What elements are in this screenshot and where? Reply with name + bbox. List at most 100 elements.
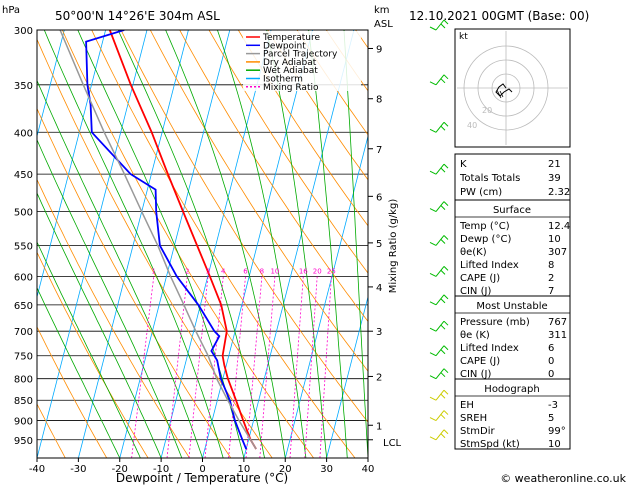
legend-entry: Wet Adiabat xyxy=(263,66,318,76)
mixing-ratio-line xyxy=(319,276,332,458)
index-value: 39 xyxy=(548,173,561,184)
dry-adiabat-line xyxy=(237,30,368,227)
temperature-tick-label: -30 xyxy=(70,464,86,475)
wet-adiabat-line xyxy=(343,30,368,458)
dry-adiabat-line xyxy=(37,38,273,458)
panel-row-label: EH xyxy=(460,400,474,411)
pressure-tick-label: 650 xyxy=(14,301,33,312)
mixing-ratio-label: 16 xyxy=(299,267,308,275)
isotherm-line xyxy=(37,30,148,458)
panel-row-label: CAPE (J) xyxy=(460,356,500,367)
height-km-axis: 1 2 3 4 5 6 7 8 9 xyxy=(368,44,382,441)
wet-adiabat-line xyxy=(117,30,265,458)
mixing-ratio-label: 6 xyxy=(243,267,248,275)
dry-adiabat-line xyxy=(179,30,368,323)
pressure-tick-label: 750 xyxy=(14,352,33,363)
pressure-tick-label: 500 xyxy=(14,208,33,219)
wind-barb xyxy=(429,410,449,421)
dry-adiabat-line xyxy=(208,30,368,274)
km-label: km xyxy=(374,5,390,16)
dry-adiabat-line xyxy=(37,251,149,458)
background-lines xyxy=(37,30,629,458)
index-value: 2.32 xyxy=(548,187,570,198)
dry-adiabat-line xyxy=(120,30,368,423)
wet-adiabat-line xyxy=(37,79,203,458)
mixing-ratio-label: 8 xyxy=(260,267,264,275)
panel-row-label: CIN (J) xyxy=(460,286,491,297)
temperature-tick-label: -40 xyxy=(29,464,45,475)
dry-adiabat-line xyxy=(37,403,66,458)
dry-adiabat-line xyxy=(561,30,629,458)
wind-barb xyxy=(429,345,449,357)
profile-lines xyxy=(59,30,257,450)
panel-row-label: θe(K) xyxy=(460,247,487,258)
temperature-axis: -40 -30 -20 -10 0 10 20 30 40 xyxy=(29,458,374,475)
most-unstable-title: Most Unstable xyxy=(476,301,547,312)
indices-box xyxy=(454,153,571,201)
most-unstable-panel: Most Unstable Pressure (mb) 767 θe (K) 311 Li… xyxy=(454,295,571,380)
mixing-ratio-axis-title: Mixing Ratio (g/kg) xyxy=(388,199,399,294)
index-value: 21 xyxy=(548,159,561,170)
index-label: PW (cm) xyxy=(460,187,502,198)
height-tick-label: 7 xyxy=(376,145,382,156)
hodograph-indices-panel: Hodograph EH -3 SREH 5 StmDir 99° StmSpd (kt) 10 xyxy=(454,378,571,450)
panel-row-label: Pressure (mb) xyxy=(460,317,530,328)
pressure-tick-label: 600 xyxy=(14,272,33,283)
wind-barb xyxy=(429,201,449,213)
isotherm-line xyxy=(202,30,313,458)
panel-row-label: Lifted Index xyxy=(460,343,519,354)
pressure-tick-label: 350 xyxy=(14,81,33,92)
temperature-tick-label: -20 xyxy=(112,464,128,475)
height-tick-label: 1 xyxy=(376,421,382,432)
mixing-ratio-label: 10 xyxy=(270,267,279,275)
mixing-ratio-line xyxy=(304,276,318,458)
wind-barbs xyxy=(429,19,449,441)
legend-entry: Isotherm xyxy=(263,75,303,85)
legend-entry: Parcel Trajectory xyxy=(263,50,338,60)
panel-row-value: 0 xyxy=(548,369,554,380)
wet-adiabat-line xyxy=(165,30,286,458)
wind-barb xyxy=(429,266,449,277)
series-dewpoint xyxy=(85,30,248,450)
isotherm-line xyxy=(78,30,189,458)
watermark: © weatheronline.co.uk xyxy=(500,472,626,485)
pressure-axis: 300 350 400 450 500 550 600 650 700 750 800 850 900 9… xyxy=(14,26,33,447)
isotherm-line xyxy=(284,134,368,458)
pressure-tick-label: 900 xyxy=(14,417,33,428)
pressure-tick-label: 950 xyxy=(14,436,33,447)
panel-row-value: 12.4 xyxy=(548,221,570,232)
hodograph-ring-label: 40 xyxy=(467,121,477,130)
temperature-tick-label: 0 xyxy=(199,464,205,475)
panel-row-value: 10 xyxy=(548,439,561,450)
panel-row-label: StmDir xyxy=(460,426,495,437)
wind-barb xyxy=(429,19,449,31)
asl-label: ASL xyxy=(374,19,393,30)
pressure-tick-label: 450 xyxy=(14,170,33,181)
wind-barb xyxy=(429,389,449,401)
panel-row-value: 767 xyxy=(548,317,567,328)
isotherm-line xyxy=(160,30,272,458)
isotherm-line xyxy=(326,295,368,458)
hodograph-trace xyxy=(495,83,513,97)
panel-row-label: Dewp (°C) xyxy=(460,234,511,245)
dry-adiabat-line xyxy=(37,326,108,458)
x-axis-title: Dewpoint / Temperature (°C) xyxy=(116,471,288,485)
height-tick-label: 2 xyxy=(376,372,382,383)
panel-row-value: 2 xyxy=(548,273,554,284)
legend-entry: Dewpoint xyxy=(263,41,306,51)
wet-adiabat-line xyxy=(37,286,121,458)
legend-entry: Mixing Ratio xyxy=(263,83,319,93)
panel-row-value: 99° xyxy=(548,426,566,437)
legend-box xyxy=(243,31,361,91)
dry-adiabat-line xyxy=(267,30,368,181)
mixing-ratio-line xyxy=(131,276,155,458)
wind-barb xyxy=(429,429,449,441)
legend-entry: Dry Adiabat xyxy=(263,58,317,68)
wet-adiabat-line xyxy=(308,30,348,458)
pressure-tick-label: 800 xyxy=(14,375,33,386)
location-header: 50°00'N 14°26'E 304m ASL xyxy=(55,9,220,23)
wind-barb xyxy=(429,320,449,332)
wet-adiabat-line xyxy=(37,241,141,458)
